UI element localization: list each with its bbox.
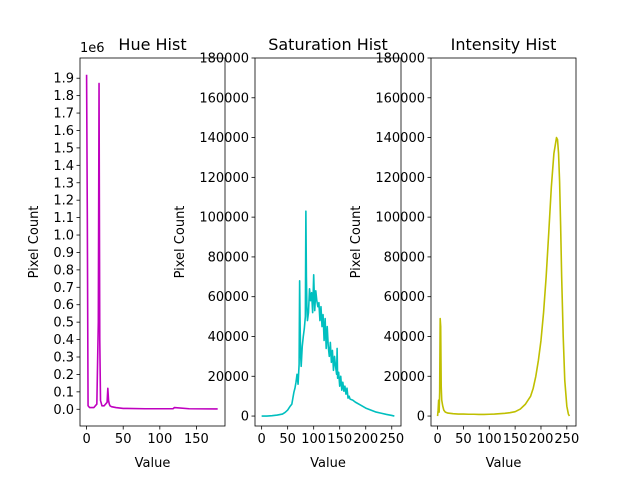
saturation-y-tick-label: 160000 [199,91,249,106]
intensity-x-tick-label: 200 [529,432,554,447]
saturation-x-tick-label: 50 [279,432,296,447]
hue-series-line [85,74,218,410]
intensity-y-tick-label: 0 [417,410,425,425]
saturation-y-tick-label: 140000 [199,131,249,146]
intensity-y-tick-label: 20000 [384,370,425,385]
hue-y-tick-label: 1.9 [53,72,74,87]
intensity-x-axis-label: Value [486,456,522,471]
hue-y-tick-label: 0.1 [53,385,74,400]
saturation-y-tick-label: 100000 [199,211,249,226]
intensity-y-axis-label: Pixel Count [349,206,364,279]
intensity-x-tick-label: 150 [503,432,528,447]
intensity-axes-frame [430,57,577,427]
hue-y-tick-label: 0.8 [53,263,74,278]
hue-y-tick-label: 1.0 [53,229,74,244]
saturation-hist-axes: 0 50 100 150 200 2500200004000060000800001000… [173,35,404,471]
hue-y-tick-label: 0.7 [53,281,74,296]
saturation-y-tick-label: 180000 [199,52,249,67]
hue-y-tick-label: 1.8 [53,89,74,104]
hue-y-tick-label: 0.4 [53,333,74,348]
saturation-series-line [261,210,395,417]
hue-axis-offset-text: 1e6 [80,41,105,56]
saturation-y-axis-label: Pixel Count [173,206,188,279]
intensity-y-tick-label: 140000 [375,131,425,146]
saturation-y-tick-label: 80000 [208,250,249,265]
hue-y-tick-label: 0.0 [53,403,74,418]
intensity-y-tick-label: 180000 [375,52,425,67]
hue-y-tick-label: 1.7 [53,107,74,122]
intensity-y-tick-label: 80000 [384,250,425,265]
hue-y-tick-label: 0.6 [53,298,74,313]
hue-y-tick-label: 0.9 [53,246,74,261]
hue-x-tick-label: 100 [147,432,172,447]
hue-y-tick-label: 0.2 [53,368,74,383]
intensity-hist-axes: 0 50 100 150 200 2500200004000060000800001000… [349,35,579,471]
hue-y-axis-label: Pixel Count [27,206,42,279]
saturation-y-tick-label: 0 [241,410,249,425]
saturation-y-tick-label: 120000 [199,171,249,186]
intensity-y-tick-label: 40000 [384,330,425,345]
hue-y-tick-label: 1.6 [53,124,74,139]
saturation-x-tick-label: 100 [301,432,326,447]
saturation-x-tick-label: 150 [327,432,352,447]
saturation-chart-title: Saturation Hist [268,35,388,54]
intensity-y-tick-label: 60000 [384,290,425,305]
hue-x-tick-label: 150 [184,432,209,447]
hue-axes-frame [79,57,226,427]
hue-x-tick-label: 50 [115,432,132,447]
hue-y-tick-label: 1.5 [53,141,74,156]
saturation-y-tick-label: 40000 [208,330,249,345]
saturation-x-tick-label: 0 [257,432,265,447]
saturation-x-axis-label: Value [310,456,346,471]
hue-x-axis-label: Value [135,456,171,471]
saturation-y-tick-label: 20000 [208,370,249,385]
intensity-x-tick-label: 250 [554,432,579,447]
hue-hist-axes: 0 50 100 150 0.0 0.1 0.2 0.3 0.4 0.5 0.6 0.7 0.8 0.9 1… [27,35,226,471]
hue-y-tick-label: 1.1 [53,211,74,226]
intensity-y-tick-label: 160000 [375,91,425,106]
hue-x-tick-label: 0 [82,432,90,447]
hue-y-tick-label: 1.2 [53,194,74,209]
saturation-x-tick-label: 200 [353,432,378,447]
hue-y-tick-label: 1.3 [53,176,74,191]
saturation-axes-frame [254,57,402,427]
hue-chart-title: Hue Hist [118,35,186,54]
intensity-x-tick-label: 50 [455,432,472,447]
intensity-y-tick-label: 100000 [375,211,425,226]
intensity-x-tick-label: 0 [433,432,441,447]
intensity-chart-title: Intensity Hist [451,35,557,54]
intensity-series-line [436,136,571,417]
hue-y-tick-label: 0.3 [53,351,74,366]
saturation-x-tick-label: 250 [379,432,404,447]
hue-y-tick-label: 0.5 [53,316,74,331]
intensity-x-tick-label: 100 [477,432,502,447]
hue-y-tick-label: 1.4 [53,159,74,174]
intensity-y-tick-label: 120000 [375,171,425,186]
saturation-y-tick-label: 60000 [208,290,249,305]
